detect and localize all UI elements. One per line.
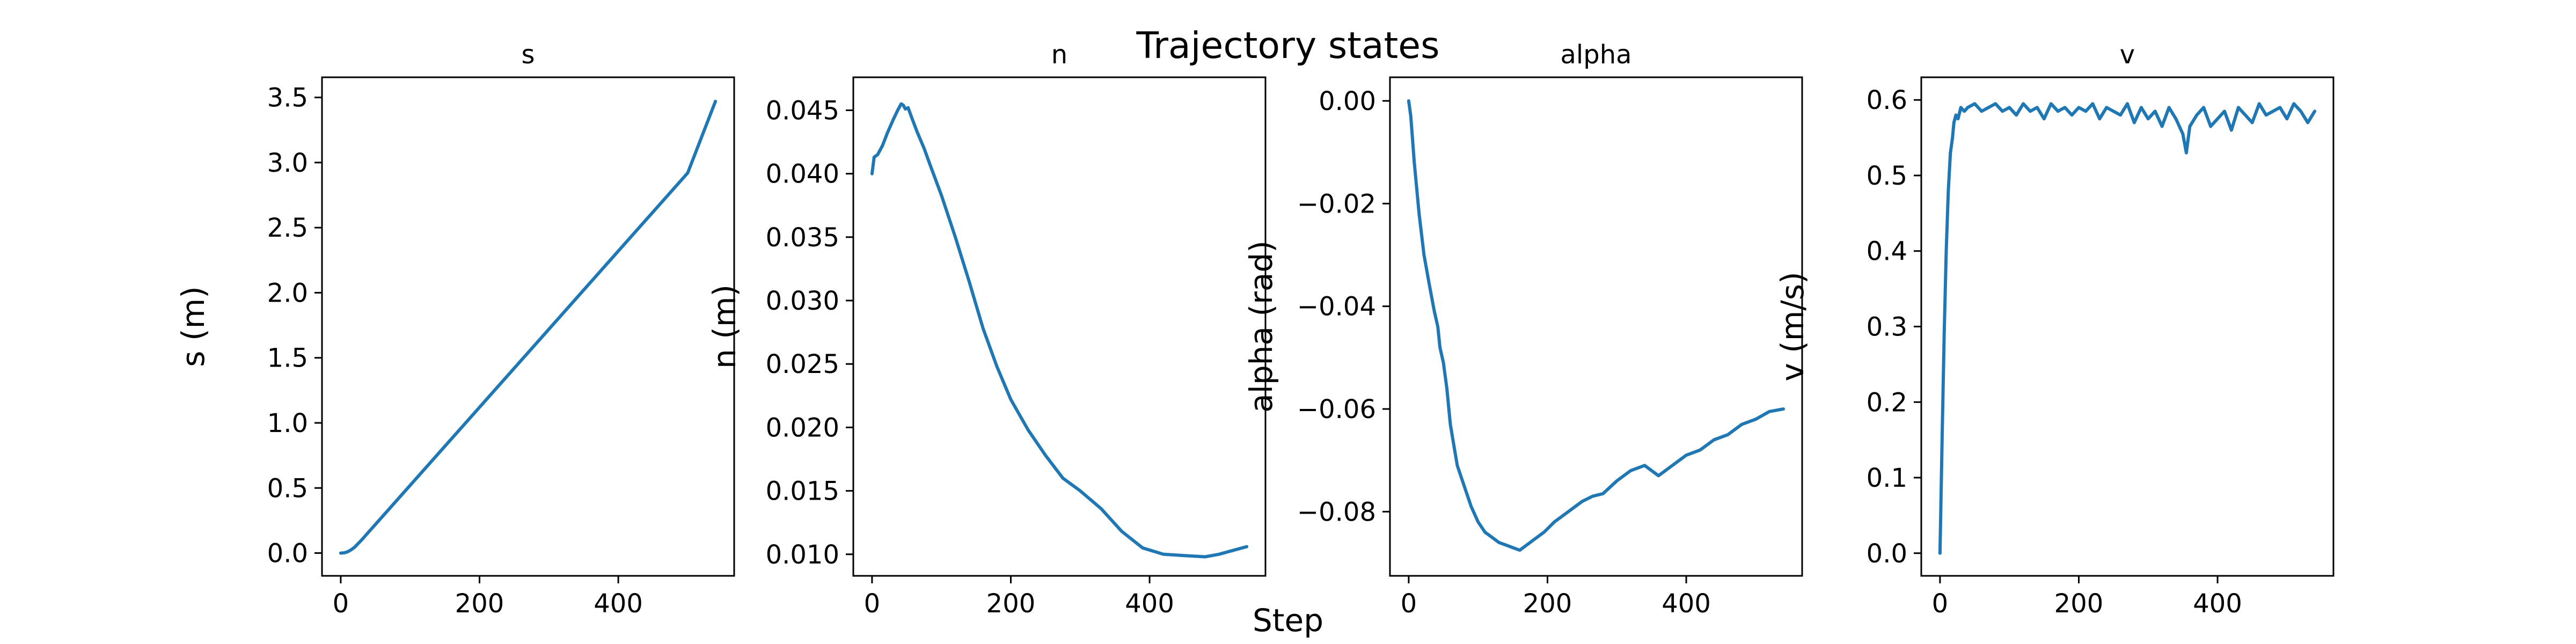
y-tick-label: 1.0 [267,408,308,438]
x-tick-label: 400 [594,589,643,619]
y-tick-label: 0.025 [766,349,839,379]
subplot-title: s [521,40,535,70]
x-tick-label: 200 [986,589,1036,619]
y-tick-label: 0.5 [267,473,308,503]
subplot-n: 0 200 400 0.010 0.015 0.020 0.025 0.030 0.035 0.0… [706,40,1267,619]
subplot-grid: 0 200 400 0.0 0.5 1.0 1.5 2.0 2.5 3.0 3.5 s s (m) 0 20… [175,40,2334,619]
y-tick-label: 3.0 [267,148,308,178]
y-tick-label: 0.6 [1867,85,1907,115]
y-axis-label: n (m) [706,284,743,369]
y-tick-label: 0.4 [1867,237,1907,267]
figure-suptitle: Trajectory states [1136,25,1439,67]
axes-frame [852,76,1267,577]
y-tick-label: 0.00 [1319,86,1376,116]
series-line [1407,99,1785,552]
subplot-alpha: 0 200 400 0.00 −0.02 −0.04 −0.06 −0.08 alpha alph… [1243,40,1803,619]
x-tick-label: 0 [1932,589,1949,619]
y-tick-label: 0.020 [766,413,839,443]
y-tick-label: 0.040 [766,159,839,189]
y-tick-label: −0.08 [1297,497,1376,527]
series-line [1938,102,2317,555]
y-tick-label: 0.3 [1867,312,1907,342]
axes-frame [321,76,735,577]
y-tick-label: 0.2 [1867,387,1907,418]
subplot-title: n [1051,40,1067,70]
figure-x-label: Step [1253,602,1323,639]
y-tick-label: 1.5 [267,343,308,374]
x-tick-label: 400 [2193,589,2242,619]
subplot-v: 0 200 400 0.0 0.1 0.2 0.3 0.4 0.5 0.6 v v (m/s) [1774,40,2334,619]
y-tick-label: 3.5 [267,83,308,113]
y-tick-label: 0.0 [267,539,308,569]
y-tick-label: −0.02 [1297,189,1376,219]
series-line [870,102,1249,559]
x-tick-label: 0 [333,589,349,619]
x-tick-label: 0 [1401,589,1417,619]
x-tick-label: 400 [1662,589,1711,619]
y-tick-label: 0.010 [766,540,839,570]
y-tick-label: 0.5 [1867,161,1907,191]
y-tick-label: −0.04 [1297,292,1376,322]
y-tick-label: 0.030 [766,286,839,316]
y-axis-label: v (m/s) [1774,272,1811,381]
y-axis-label: s (m) [175,286,211,367]
y-tick-label: −0.06 [1297,394,1376,425]
y-tick-label: 2.5 [267,213,308,243]
subplot-title: v [2120,40,2135,70]
y-axis-label: alpha (rad) [1243,240,1279,413]
x-tick-label: 0 [864,589,881,619]
y-tick-label: 0.045 [766,96,839,126]
axes-frame [1920,76,2334,577]
subplot-s: 0 200 400 0.0 0.5 1.0 1.5 2.0 2.5 3.0 3.5 s s (m) [175,40,735,619]
x-tick-label: 200 [455,589,504,619]
x-tick-label: 400 [1125,589,1174,619]
series-line [339,99,718,555]
y-tick-label: 0.1 [1867,463,1907,493]
y-tick-label: 0.015 [766,477,839,507]
subplot-title: alpha [1560,40,1631,70]
x-tick-label: 200 [1523,589,1572,619]
y-tick-label: 0.035 [766,223,839,253]
x-tick-label: 200 [2054,589,2104,619]
axes-frame [1389,76,1803,577]
y-tick-label: 2.0 [267,278,308,308]
y-tick-label: 0.0 [1867,539,1907,569]
